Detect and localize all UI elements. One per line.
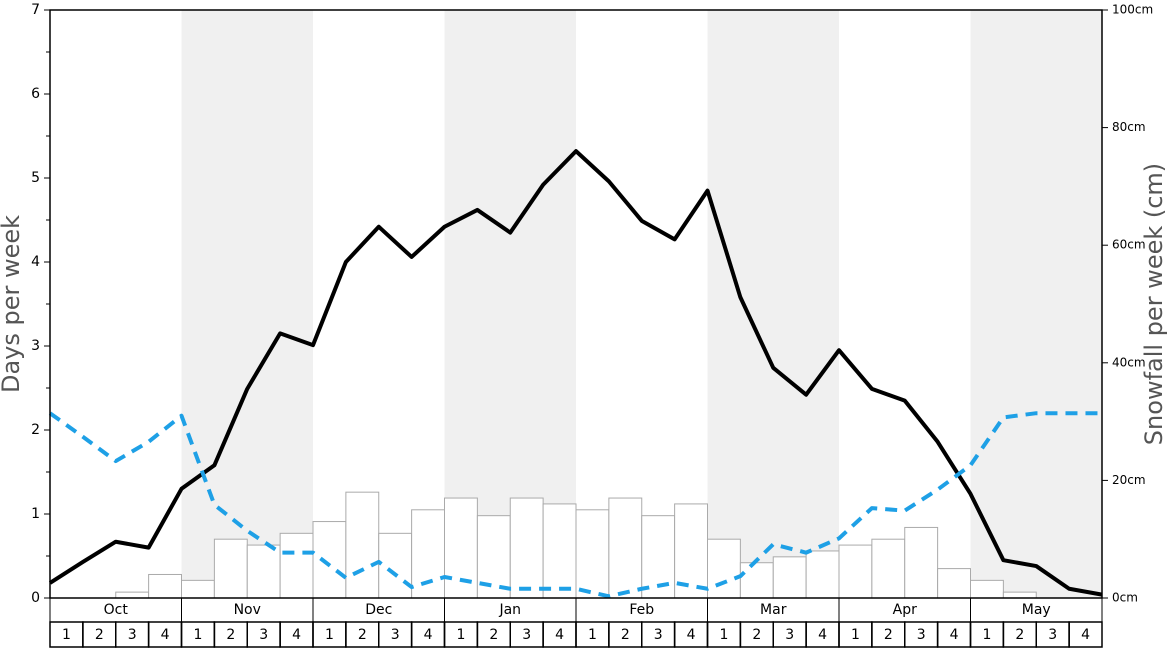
- month-label: Dec: [365, 602, 392, 618]
- month-label: Feb: [629, 602, 654, 618]
- bar: [871, 538, 906, 599]
- y-tick-label: 2: [31, 422, 40, 438]
- week-cell: [1068, 621, 1103, 648]
- week-label: 3: [391, 627, 400, 643]
- week-label: 4: [161, 627, 170, 643]
- line-series: [48, 411, 1102, 599]
- month-label: Jan: [498, 602, 521, 618]
- bar: [707, 538, 741, 599]
- week-label: 3: [259, 627, 268, 643]
- bar: [904, 526, 939, 599]
- y2-tick-label: 100cm: [1112, 3, 1153, 17]
- week-label: 3: [128, 627, 137, 643]
- month-label: Apr: [893, 602, 917, 618]
- month-shade: [970, 10, 1102, 598]
- month-shade: [181, 10, 313, 598]
- week-label: 1: [719, 627, 728, 643]
- bar: [148, 573, 182, 599]
- week-label: 4: [555, 627, 564, 643]
- week-label: 4: [950, 627, 959, 643]
- week-label: 4: [424, 627, 433, 643]
- bar: [739, 562, 774, 599]
- line-series: [48, 149, 1103, 597]
- y2-tick-label: 80cm: [1112, 120, 1146, 134]
- bar: [411, 509, 445, 599]
- bar: [575, 509, 610, 599]
- bar: [772, 556, 807, 599]
- week-label: 3: [522, 627, 531, 643]
- week-label: 1: [851, 627, 860, 643]
- y2-tick-label: 60cm: [1112, 238, 1146, 252]
- week-label: 1: [193, 627, 202, 643]
- bar: [608, 497, 643, 599]
- bar: [181, 579, 215, 599]
- week-label: 4: [292, 627, 301, 643]
- month-shade: [707, 10, 839, 598]
- bar: [345, 491, 380, 599]
- week-label: 3: [654, 627, 663, 643]
- bar: [509, 497, 544, 599]
- week-label: 2: [226, 627, 235, 643]
- y-tick-label: 5: [31, 170, 40, 186]
- month-label: Mar: [760, 602, 787, 618]
- y-axis-title: Days per week: [0, 215, 25, 393]
- week-label: 1: [62, 627, 71, 643]
- month-label: May: [1022, 602, 1051, 618]
- week-label: 3: [1048, 627, 1057, 643]
- bar: [213, 538, 248, 599]
- bar: [279, 532, 314, 599]
- week-label: 3: [917, 627, 926, 643]
- week-label: 2: [489, 627, 498, 643]
- y2-tick-label: 20cm: [1112, 473, 1146, 487]
- bar: [542, 503, 577, 599]
- bar: [246, 544, 281, 599]
- week-label: 4: [1081, 627, 1090, 643]
- y2-axis-title: Snowfall per week (cm): [1140, 163, 1168, 445]
- bar: [312, 521, 347, 599]
- week-label: 2: [1015, 627, 1024, 643]
- y2-tick-label: 0cm: [1112, 591, 1138, 605]
- bar: [444, 497, 478, 599]
- bar: [378, 532, 413, 599]
- week-label: 2: [752, 627, 761, 643]
- week-label: 2: [358, 627, 367, 643]
- week-label: 1: [456, 627, 465, 643]
- week-label: 2: [621, 627, 630, 643]
- week-label: 3: [785, 627, 794, 643]
- week-label: 1: [982, 627, 991, 643]
- week-label: 2: [884, 627, 893, 643]
- week-label: 1: [588, 627, 597, 643]
- y-tick-label: 0: [31, 590, 40, 606]
- week-label: 4: [818, 627, 827, 643]
- y-tick-label: 6: [31, 86, 40, 102]
- y-tick-label: 1: [31, 506, 40, 522]
- week-label: 4: [687, 627, 696, 643]
- bar: [805, 550, 840, 599]
- month-label: Nov: [234, 602, 261, 618]
- week-label: 2: [95, 627, 104, 643]
- y-tick-label: 7: [31, 2, 40, 18]
- y-tick-label: 4: [31, 254, 40, 270]
- bar: [1002, 591, 1037, 599]
- bar: [115, 591, 150, 599]
- bar: [970, 579, 1004, 599]
- week-label: 1: [325, 627, 334, 643]
- y2-tick-label: 40cm: [1112, 355, 1146, 369]
- bar: [937, 568, 971, 599]
- bar: [838, 544, 873, 599]
- month-label: Oct: [104, 602, 129, 618]
- y-tick-label: 3: [31, 338, 40, 354]
